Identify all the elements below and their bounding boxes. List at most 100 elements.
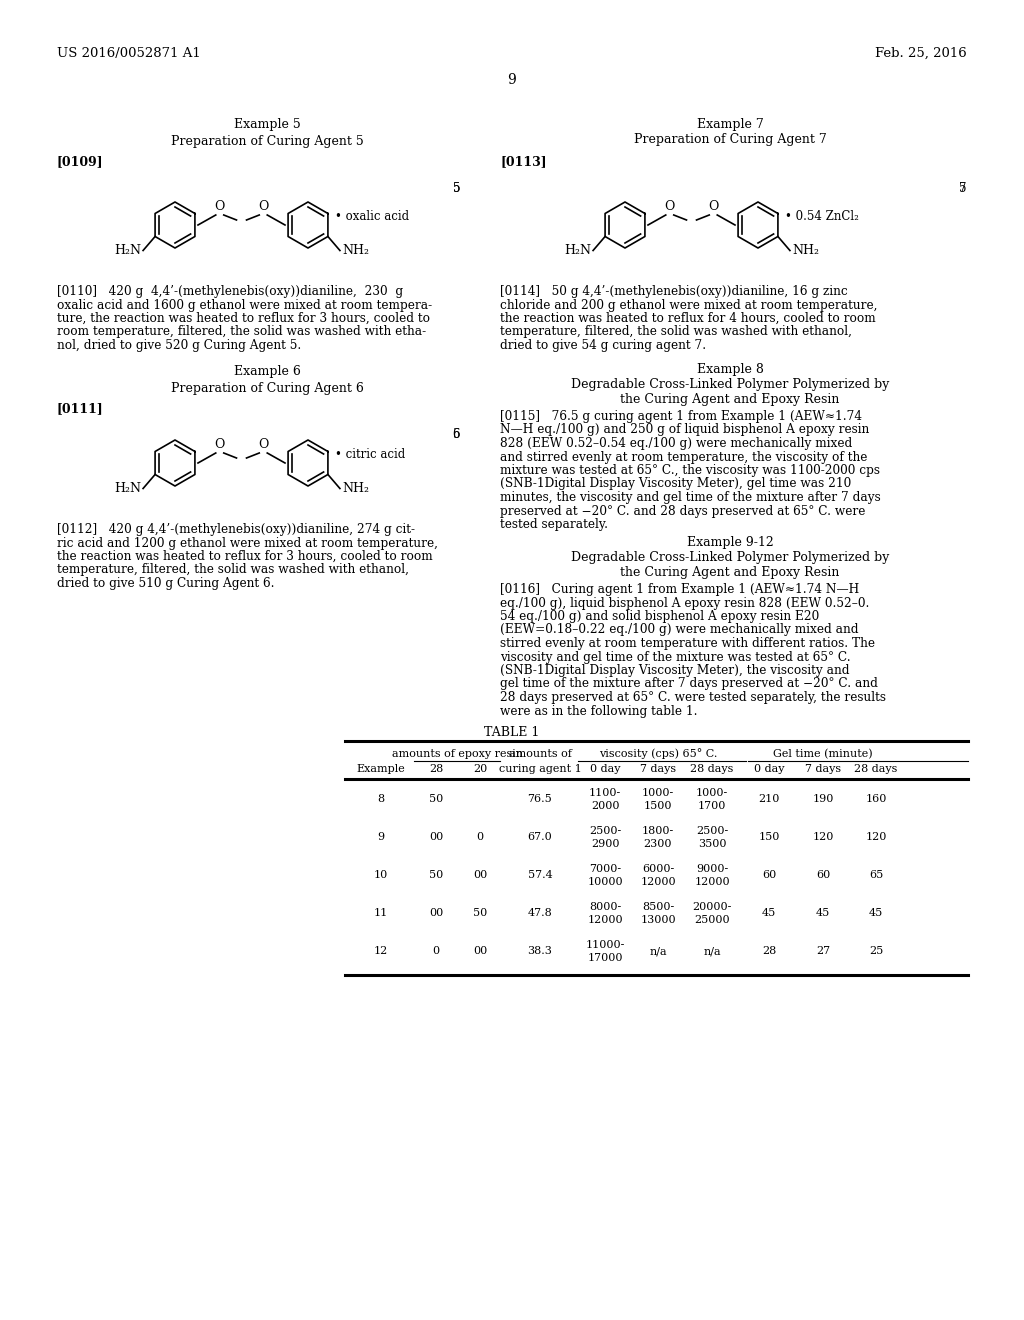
Text: Preparation of Curing Agent 7: Preparation of Curing Agent 7	[634, 133, 826, 147]
Text: O: O	[665, 201, 675, 213]
Text: [0115]   76.5 g curing agent 1 from Example 1 (AEW≈1.74: [0115] 76.5 g curing agent 1 from Exampl…	[500, 411, 862, 422]
Text: 28 days: 28 days	[690, 764, 733, 774]
Text: 0: 0	[476, 833, 483, 842]
Text: 00: 00	[429, 833, 443, 842]
Text: Preparation of Curing Agent 5: Preparation of Curing Agent 5	[171, 135, 364, 148]
Text: 0 day: 0 day	[590, 764, 621, 774]
Text: nol, dried to give 520 g Curing Agent 5.: nol, dried to give 520 g Curing Agent 5.	[57, 339, 301, 352]
Text: viscosity (cps) 65° C.: viscosity (cps) 65° C.	[599, 748, 718, 759]
Text: 1000-: 1000-	[642, 788, 674, 799]
Text: preserved at −20° C. and 28 days preserved at 65° C. were: preserved at −20° C. and 28 days preserv…	[500, 504, 865, 517]
Text: O: O	[258, 438, 268, 451]
Text: 28: 28	[429, 764, 443, 774]
Text: the Curing Agent and Epoxy Resin: the Curing Agent and Epoxy Resin	[621, 566, 840, 579]
Text: stirred evenly at room temperature with different ratios. The: stirred evenly at room temperature with …	[500, 638, 874, 649]
Text: 45: 45	[762, 908, 776, 919]
Text: 8000-: 8000-	[589, 903, 622, 912]
Text: 76.5: 76.5	[527, 795, 552, 804]
Text: 2900: 2900	[591, 840, 620, 850]
Text: O: O	[215, 201, 225, 213]
Text: O: O	[708, 201, 719, 213]
Text: 1800-: 1800-	[642, 826, 674, 837]
Text: (SNB-1Digital Display Viscosity Meter), gel time was 210: (SNB-1Digital Display Viscosity Meter), …	[500, 478, 851, 491]
Text: NH₂: NH₂	[342, 244, 369, 257]
Text: n/a: n/a	[649, 946, 667, 957]
Text: 2500-: 2500-	[589, 826, 622, 837]
Text: gel time of the mixture after 7 days preserved at −20° C. and: gel time of the mixture after 7 days pre…	[500, 677, 878, 690]
Text: ric acid and 1200 g ethanol were mixed at room temperature,: ric acid and 1200 g ethanol were mixed a…	[57, 536, 438, 549]
Text: [0111]: [0111]	[57, 403, 103, 414]
Text: [0109]: [0109]	[57, 154, 103, 168]
Text: viscosity and gel time of the mixture was tested at 65° C.: viscosity and gel time of the mixture wa…	[500, 651, 851, 664]
Text: 20000-: 20000-	[692, 903, 732, 912]
Text: 160: 160	[865, 795, 887, 804]
Text: 28 days preserved at 65° C. were tested separately, the results: 28 days preserved at 65° C. were tested …	[500, 690, 886, 704]
Text: 12000: 12000	[587, 916, 623, 925]
Text: 60: 60	[816, 870, 830, 880]
Text: 38.3: 38.3	[527, 946, 552, 957]
Text: 5: 5	[453, 182, 460, 195]
Text: 120: 120	[865, 833, 887, 842]
Text: 12000: 12000	[694, 878, 730, 887]
Text: n/a: n/a	[703, 946, 721, 957]
Text: 120: 120	[812, 833, 834, 842]
Text: H₂N: H₂N	[114, 482, 141, 495]
Text: 12000: 12000	[640, 878, 676, 887]
Text: 828 (EEW 0.52–0.54 eq./100 g) were mechanically mixed: 828 (EEW 0.52–0.54 eq./100 g) were mecha…	[500, 437, 852, 450]
Text: 11000-: 11000-	[586, 940, 625, 950]
Text: room temperature, filtered, the solid was washed with etha-: room temperature, filtered, the solid wa…	[57, 326, 426, 338]
Text: [0112]   420 g 4,4’-(methylenebis(oxy))dianiline, 274 g cit-: [0112] 420 g 4,4’-(methylenebis(oxy))dia…	[57, 523, 415, 536]
Text: H₂N: H₂N	[114, 244, 141, 257]
Text: (EEW=0.18–0.22 eq./100 g) were mechanically mixed and: (EEW=0.18–0.22 eq./100 g) were mechanica…	[500, 623, 858, 636]
Text: Example 8: Example 8	[696, 363, 764, 376]
Text: 67.0: 67.0	[527, 833, 552, 842]
Text: 28: 28	[762, 946, 776, 957]
Text: 45: 45	[869, 908, 883, 919]
Text: Feb. 25, 2016: Feb. 25, 2016	[876, 48, 967, 59]
Text: 13000: 13000	[640, 916, 676, 925]
Text: tested separately.: tested separately.	[500, 517, 608, 531]
Text: dried to give 54 g curing agent 7.: dried to give 54 g curing agent 7.	[500, 339, 707, 352]
Text: 00: 00	[429, 908, 443, 919]
Text: • oxalic acid: • oxalic acid	[335, 210, 410, 223]
Text: 45: 45	[816, 908, 830, 919]
Text: Degradable Cross-Linked Polymer Polymerized by: Degradable Cross-Linked Polymer Polymeri…	[570, 550, 889, 564]
Text: amounts of epoxy resin: amounts of epoxy resin	[392, 748, 523, 759]
Text: 10: 10	[374, 870, 388, 880]
Text: N—H eq./100 g) and 250 g of liquid bisphenol A epoxy resin: N—H eq./100 g) and 250 g of liquid bisph…	[500, 424, 869, 437]
Text: 65: 65	[869, 870, 883, 880]
Text: 8: 8	[378, 795, 385, 804]
Text: (SNB-1Digital Display Viscosity Meter), the viscosity and: (SNB-1Digital Display Viscosity Meter), …	[500, 664, 850, 677]
Text: Preparation of Curing Agent 6: Preparation of Curing Agent 6	[171, 381, 364, 395]
Text: ture, the reaction was heated to reflux for 3 hours, cooled to: ture, the reaction was heated to reflux …	[57, 312, 430, 325]
Text: 50: 50	[473, 908, 487, 919]
Text: 0 day: 0 day	[754, 764, 784, 774]
Text: 7000-: 7000-	[589, 865, 622, 874]
Text: 50: 50	[429, 870, 443, 880]
Text: chloride and 200 g ethanol were mixed at room temperature,: chloride and 200 g ethanol were mixed at…	[500, 298, 878, 312]
Text: amounts of: amounts of	[509, 748, 571, 759]
Text: 12: 12	[374, 946, 388, 957]
Text: dried to give 510 g Curing Agent 6.: dried to give 510 g Curing Agent 6.	[57, 577, 274, 590]
Text: [0113]: [0113]	[500, 154, 547, 168]
Text: • 0.54 ZnCl₂: • 0.54 ZnCl₂	[785, 210, 859, 223]
Text: 5: 5	[453, 182, 460, 195]
Text: Example 9-12: Example 9-12	[687, 536, 773, 549]
Text: Example 7: Example 7	[696, 117, 763, 131]
Text: [0110]   420 g  4,4’-(methylenebis(oxy))dianiline,  230  g: [0110] 420 g 4,4’-(methylenebis(oxy))dia…	[57, 285, 403, 298]
Text: 1500: 1500	[644, 801, 672, 812]
Text: NH₂: NH₂	[342, 482, 369, 495]
Text: 7 days: 7 days	[805, 764, 841, 774]
Text: Gel time (minute): Gel time (minute)	[773, 748, 872, 759]
Text: 150: 150	[759, 833, 779, 842]
Text: 6000-: 6000-	[642, 865, 674, 874]
Text: eq./100 g), liquid bisphenol A epoxy resin 828 (EEW 0.52–0.: eq./100 g), liquid bisphenol A epoxy res…	[500, 597, 869, 610]
Text: 1700: 1700	[697, 801, 726, 812]
Text: H₂N: H₂N	[564, 244, 591, 257]
Text: 50: 50	[429, 795, 443, 804]
Text: 00: 00	[473, 870, 487, 880]
Text: 210: 210	[759, 795, 779, 804]
Text: Example: Example	[356, 764, 406, 774]
Text: 7: 7	[959, 182, 967, 195]
Text: 9: 9	[508, 73, 516, 87]
